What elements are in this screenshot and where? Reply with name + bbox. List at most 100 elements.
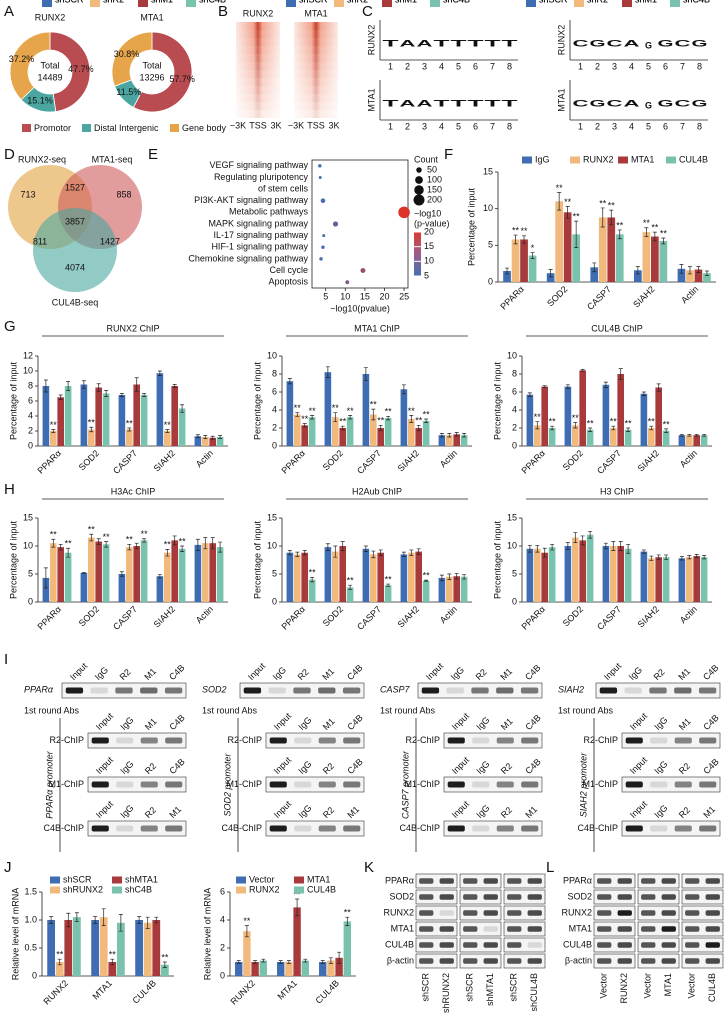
- blot-band: [165, 737, 183, 744]
- lane-label: C4B: [345, 663, 364, 682]
- error-bar: [661, 237, 666, 245]
- error-bar: [142, 538, 147, 543]
- significance: **: [643, 218, 651, 228]
- x-tick-label: Actin: [679, 284, 700, 305]
- x-tick-label: SIAH2: [396, 448, 421, 473]
- bar: [102, 544, 110, 602]
- blot-band: [625, 825, 643, 832]
- bar: [143, 922, 152, 976]
- bar: [335, 957, 343, 976]
- pie-slice: [111, 31, 153, 87]
- legend-label: RUNX2: [249, 884, 280, 894]
- bar: [694, 269, 703, 282]
- x-tick-label: CASP7: [595, 604, 623, 632]
- y-tick-label: 5: [512, 568, 517, 578]
- venn-count: 858: [116, 189, 131, 199]
- motif-letter: A: [400, 38, 417, 48]
- y-axis-label: Percentage of input: [492, 520, 502, 599]
- y-tick-label: 4: [220, 914, 225, 924]
- error-bar: [580, 535, 585, 546]
- blot-band: [705, 910, 720, 916]
- bar: [331, 417, 339, 446]
- legend-label: shR2: [587, 0, 608, 4]
- significance: **: [599, 198, 607, 208]
- x-tick-label: SIAH2: [631, 284, 656, 309]
- lane-label: C4B: [345, 713, 364, 732]
- lane-label: R2: [118, 667, 133, 682]
- lane-label: C4B: [523, 713, 542, 732]
- y-tick-label: Chemokine signaling pathway: [188, 253, 308, 263]
- chart-title: MTA1 ChIP: [354, 323, 400, 333]
- error-bar: [203, 435, 208, 439]
- bar: [301, 960, 309, 976]
- blot-band: [507, 910, 522, 916]
- error-bar: [295, 898, 300, 917]
- legend-title: Count: [414, 154, 439, 164]
- blot-band: [641, 942, 656, 948]
- reblot-label: M1-ChIP: [404, 779, 440, 789]
- lane-label: Input: [94, 711, 116, 733]
- bar: [678, 558, 686, 602]
- x-tick-label: MTA1: [91, 978, 115, 1002]
- error-bar: [295, 551, 300, 557]
- x-tick-label: SOD2: [321, 448, 345, 472]
- legend-swatch: [618, 156, 628, 164]
- x-tick-label: SIAH2: [152, 604, 177, 629]
- significance: **: [610, 417, 618, 427]
- error-bar: [611, 541, 616, 551]
- significance: **: [56, 950, 64, 960]
- blot-band: [439, 958, 454, 964]
- bar: [548, 547, 556, 602]
- legend-swatch: [294, 876, 304, 884]
- bar: [693, 435, 701, 446]
- error-bar: [340, 425, 345, 431]
- blot-band: [661, 958, 676, 964]
- legend-label: shM1: [635, 0, 657, 4]
- pie-slice: [9, 31, 51, 101]
- error-bar: [57, 958, 62, 966]
- error-bar: [574, 220, 579, 248]
- bar: [400, 389, 408, 446]
- error-bar: [542, 547, 547, 558]
- error-bar: [43, 379, 48, 393]
- blot-frame: [681, 873, 724, 889]
- bar: [57, 547, 65, 602]
- error-bar: [609, 209, 614, 226]
- lane-label: IgG: [474, 803, 491, 820]
- error-bar: [462, 574, 467, 580]
- blot-frame: [443, 820, 543, 837]
- significance: **: [164, 420, 172, 430]
- pie-value-label: 57.7%: [169, 74, 195, 84]
- significance: **: [423, 409, 431, 419]
- bar: [324, 372, 332, 446]
- blot-frame: [415, 889, 458, 905]
- blot-band: [421, 687, 440, 694]
- bar: [384, 418, 392, 446]
- error-bar: [679, 433, 684, 437]
- y-tick-label: 6: [28, 395, 33, 405]
- error-bar: [134, 542, 139, 550]
- error-bar: [565, 542, 570, 550]
- lane-label: R2: [143, 761, 158, 776]
- blot-frame: [503, 889, 546, 905]
- motif-row-label: MTA1: [366, 88, 376, 111]
- bar: [453, 434, 461, 446]
- lane-label: shSCR: [509, 973, 519, 1002]
- y-tick-label: 6: [512, 386, 517, 396]
- size-legend-label: 150: [427, 184, 442, 194]
- bar: [526, 394, 534, 446]
- significance: **: [50, 530, 58, 540]
- row-label: PPARα: [563, 875, 592, 885]
- error-bar: [702, 555, 707, 560]
- significance: **: [347, 576, 355, 586]
- motif-position: 2: [405, 61, 410, 71]
- bar: [686, 270, 694, 282]
- x-tick-label: Actin: [678, 448, 699, 469]
- blot-band: [116, 737, 134, 744]
- error-bar: [287, 550, 292, 556]
- blot-frame: [87, 732, 187, 749]
- reblot-label: C4B-ChIP: [221, 823, 262, 833]
- significance: **: [608, 201, 616, 211]
- bar: [49, 431, 57, 446]
- error-bar: [618, 368, 623, 380]
